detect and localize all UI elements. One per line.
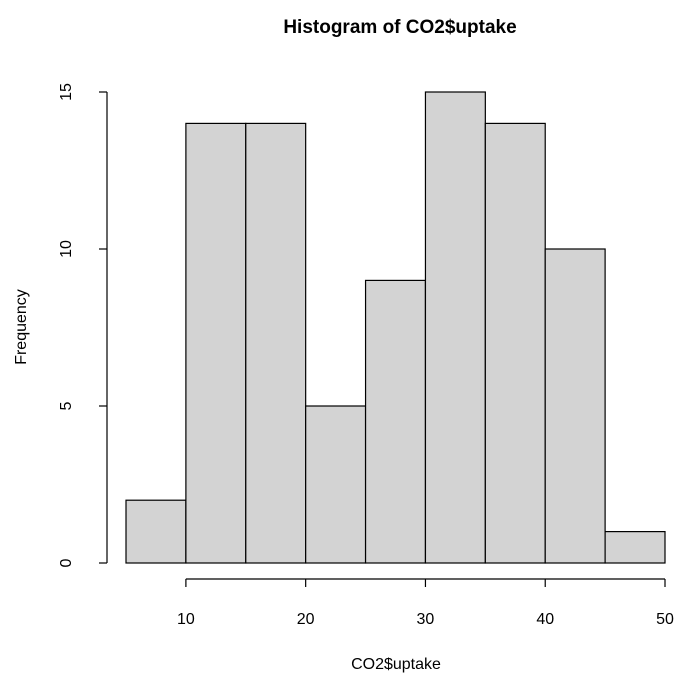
- x-tick-label: 40: [536, 611, 554, 628]
- histogram-bar-4: [364, 279, 427, 564]
- histogram-bar-7: [544, 248, 606, 564]
- histogram-bar-5: [424, 91, 486, 564]
- x-tick-label: 50: [656, 611, 674, 628]
- y-axis-label: Frequency: [13, 289, 30, 365]
- x-axis: 10 20 30 40 50: [177, 578, 674, 628]
- histogram-bar-8: [604, 530, 666, 564]
- x-tick-label: 10: [177, 611, 195, 628]
- bars-group: [125, 91, 666, 564]
- y-axis: 0 5 10 15: [58, 83, 108, 567]
- x-tick-label: 30: [417, 611, 435, 628]
- histogram-bar-1: [185, 122, 247, 564]
- x-axis-label: CO2$uptake: [351, 656, 441, 673]
- y-tick-label: 15: [58, 83, 75, 101]
- y-tick-label: 5: [58, 401, 75, 410]
- histogram-bar-2: [245, 122, 307, 564]
- chart-title: Histogram of CO2$uptake: [283, 17, 516, 38]
- histogram-bar-6: [484, 122, 546, 564]
- y-tick-label: 10: [58, 240, 75, 258]
- histogram-bar-3: [305, 405, 367, 564]
- x-tick-label: 20: [297, 611, 315, 628]
- y-tick-label: 0: [58, 558, 75, 567]
- histogram-bar-0: [125, 499, 187, 564]
